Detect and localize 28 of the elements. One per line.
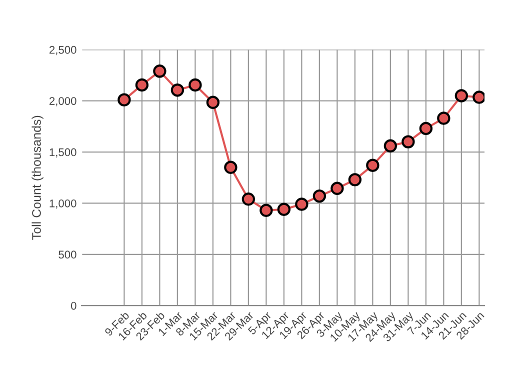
y-tick-label: 1,000 [50,199,76,209]
point [206,96,220,109]
y-axis-title: Toll Count (thousands) [32,116,44,240]
y-tick-label: 0 [70,302,76,310]
y-tick-label: 1,500 [50,148,76,158]
point [454,89,468,102]
point [402,135,415,148]
point [153,64,166,78]
point [188,78,202,92]
point [170,84,184,97]
point [366,158,380,172]
point [260,204,273,217]
y-tick-label: 2,000 [49,97,76,106]
point [437,112,450,125]
y-tick-label: 500 [58,250,76,259]
point [348,173,362,186]
point [330,182,344,195]
y-tick-label: 2,500 [49,46,76,56]
point [118,93,131,106]
point [224,160,238,174]
point [277,202,291,216]
point [384,139,398,152]
point [312,189,326,203]
point [242,192,256,206]
point [135,78,149,92]
point [472,90,484,104]
point [295,198,308,211]
point [419,122,433,136]
